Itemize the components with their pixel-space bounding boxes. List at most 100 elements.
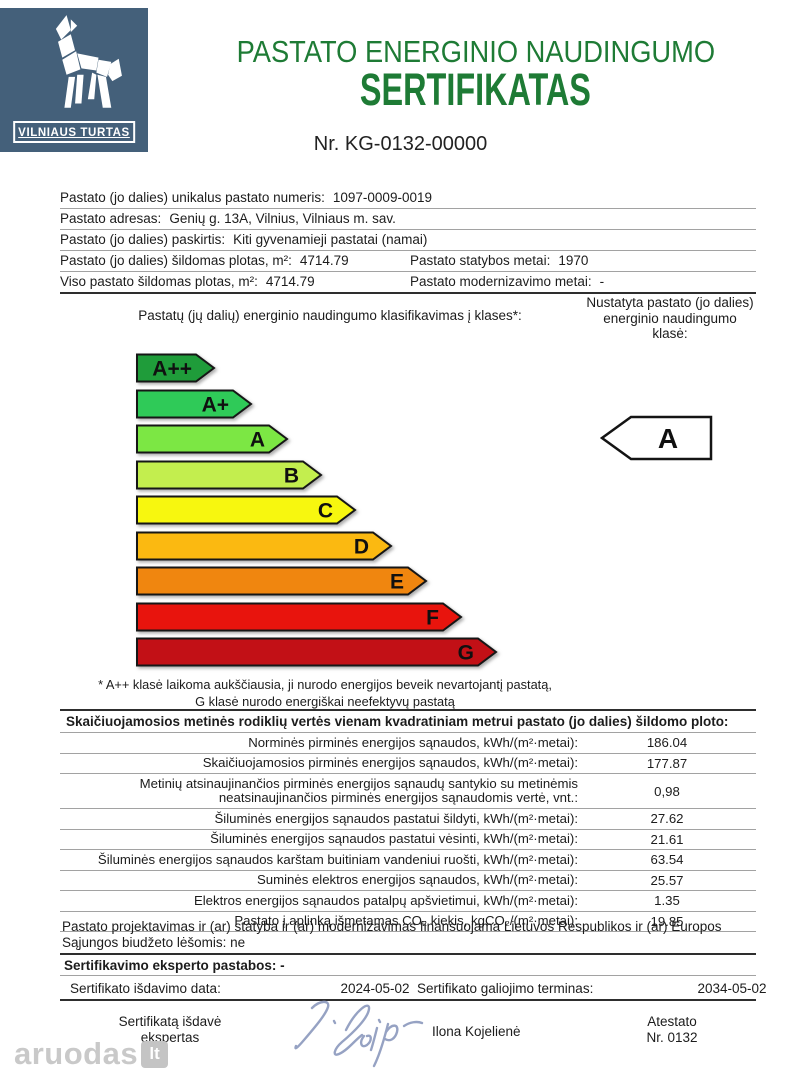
energy-class-arrow-D: D [136,531,393,560]
info-label: Pastato (jo dalies) šildomas plotas, m²: [60,253,292,268]
energy-class-label: F [426,606,439,629]
indicators-heading: Skaičiuojamosios metinės rodiklių vertės… [66,714,729,729]
indicator-label: Elektros energijos sąnaudos patalpų apšv… [193,892,578,908]
logo-caption-box: VILNIAUS TURTAS [13,121,135,143]
indicator-row: Pastato į aplinką išmetamas CO₂ kiekis, … [60,912,756,932]
energy-class-label: A++ [152,358,192,381]
energy-class-arrow-A++: A++ [136,353,216,383]
indicator-label: Norminės pirminės energijos sąnaudos, kW… [248,734,578,750]
certificate-title-line2: SERTIFIKATAS [359,64,591,115]
valid-until-value: 2034-05-02 [697,981,767,996]
indicator-row: Šiluminės energijos sąnaudos pastatui ši… [60,809,756,830]
info-col-left: Viso pastato šildomas plotas, m²: 4714.79 [60,272,410,292]
assigned-class-heading: Nustatyta pastato (jo dalies) energinio … [545,295,795,342]
attestation-line1: Atestato [647,1014,697,1029]
vilniaus-turtas-logo: VILNIAUS TURTAS [0,8,148,152]
energy-class-label: C [318,500,333,523]
indicator-value: 1.35 [654,893,680,909]
assigned-class-letter: A [658,423,678,454]
expert-notes: Sertifikavimo eksperto pastabos: - [64,958,285,973]
info-col-left: Pastato (jo dalies) šildomas plotas, m²:… [60,251,410,271]
energy-class-arrow-E: E [136,566,428,596]
valid-until-label: Sertifikato galiojimo terminas: [417,981,594,996]
indicator-value: 25.57 [650,872,684,888]
indicator-value: 0,98 [654,783,680,799]
info-label: Viso pastato šildomas plotas, m²: [60,274,258,289]
divider-line [60,975,756,976]
indicators-table: Norminės pirminės energijos sąnaudos, kW… [60,732,756,932]
building-info-row: Pastato (jo dalies) paskirtis: Kiti gyven… [60,230,756,251]
energy-class-arrow-G: G [136,637,498,667]
building-info-table: Pastato (jo dalies) unikalus pastato num… [60,188,756,294]
indicator-value: 186.04 [646,735,688,751]
funding-statement: Pastato projektavimas ir (ar) statyba ir… [62,919,722,950]
energy-scale: A++ A+ A B C D E F G [136,353,499,673]
building-info-row: Pastato adresas: Genių g. 13A, Vilnius, V… [60,209,756,230]
indicator-value: 177.87 [646,755,688,771]
wolf-icon [55,15,122,108]
logo-caption-text: VILNIAUS TURTAS [18,127,130,139]
divider-line [60,709,756,711]
indicator-label: Suminės elektros energijos sąnaudos, kWh… [256,872,578,887]
scale-footnote-line1: * A++ klasė laikoma aukščiausia, ji nuro… [98,677,552,692]
scale-footnote: * A++ klasė laikoma aukščiausia, ji nuro… [60,677,590,710]
indicator-label: Skaičiuojamosios pirminės energijos sąna… [202,755,578,770]
energy-class-label: A+ [202,393,229,416]
info-col-right: Pastato statybos metai: 1970 [410,251,756,271]
energy-class-label: G [458,642,474,665]
expert-name: Ilona Kojelienė [432,1024,521,1039]
building-info-row: Viso pastato šildomas plotas, m²: 4714.79… [60,272,756,292]
energy-class-label: A [250,429,265,452]
indicator-label: Šiluminės energijos sąnaudos pastatui vė… [210,831,578,846]
signature-handwriting [294,1000,424,1068]
indicator-label: Šiluminės energijos sąnaudos pastatui ši… [214,810,578,826]
indicator-row: Elektros energijos sąnaudos patalpų apšv… [60,891,756,912]
indicator-label: Pastato į aplinką išmetamas CO₂ kiekis, … [234,913,578,928]
assigned-class-heading-line2: energinio naudingumo [603,310,737,326]
assigned-class-heading-line1: Nustatyta pastato (jo dalies) [586,295,754,310]
divider-line [60,953,756,955]
dates-row: Sertifikato išdavimo data: 2024-05-02 Se… [60,978,767,1001]
indicator-value: 19.85 [650,913,684,929]
building-info-row: Pastato (jo dalies) unikalus pastato num… [60,188,756,209]
classification-heading: Pastatų (jų dalių) energinio naudingumo … [138,308,522,323]
info-value: Kiti gyvenamieji pastatai (namai) [233,232,428,247]
info-label: Pastato (jo dalies) paskirtis: [60,232,226,247]
issue-date-label: Sertifikato išdavimo data: [70,981,221,996]
info-value: - [599,274,605,289]
energy-class-label: D [354,535,369,558]
info-col-right: Pastato modernizavimo metai: - [410,272,756,292]
energy-class-arrow-A: A [136,424,289,454]
info-value: Genių g. 13A, Vilnius, Vilniaus m. sav. [169,211,396,226]
energy-class-label: E [390,571,404,594]
indicator-value: 27.62 [650,811,684,827]
info-label: Pastato (jo dalies) unikalus pastato num… [60,190,325,205]
energy-class-arrow-B: B [136,460,323,489]
indicator-row: Šiluminės energijos sąnaudos pastatui vė… [60,830,756,850]
watermark-text: aruodas [14,1036,139,1071]
issue-date-value: 2024-05-02 [340,981,410,996]
indicator-row: Skaičiuojamosios pirminės energijos sąna… [60,754,756,774]
indicator-value: 21.61 [650,831,684,847]
watermark-lt-badge: lt [141,1040,169,1068]
info-value: 1097-0009-0019 [332,190,432,205]
scale-footnote-line2: G klasė nurodo energiškai neefektyvų pas… [195,693,455,709]
attestation-number: Atestato Nr. 0132 [612,1014,732,1045]
info-value: 1970 [558,253,589,268]
indicator-row: Šiluminės energijos sąnaudos karštam bui… [60,850,756,871]
building-info-row: Pastato (jo dalies) šildomas plotas, m²:… [60,251,756,272]
info-label: Pastato statybos metai: [410,253,551,268]
info-value: 4714.79 [265,274,315,289]
energy-class-arrow-F: F [136,602,463,631]
issuer-label-line1: Sertifikatą išdavė [118,1014,222,1029]
energy-class-label: B [284,464,299,487]
energy-class-arrow-A+: A+ [136,389,253,418]
certificate-title-line1: PASTATO ENERGINIO NAUDINGUMO [236,34,715,69]
assigned-class-arrow: A [600,415,713,461]
certificate-number: Nr. KG-0132-00000 [313,133,488,155]
info-label: Pastato adresas: [60,211,162,226]
indicator-label: Šiluminės energijos sąnaudos karštam bui… [97,851,578,867]
indicator-row: Norminės pirminės energijos sąnaudos, kW… [60,733,756,754]
aruodas-watermark: aruodas lt [14,1036,169,1072]
